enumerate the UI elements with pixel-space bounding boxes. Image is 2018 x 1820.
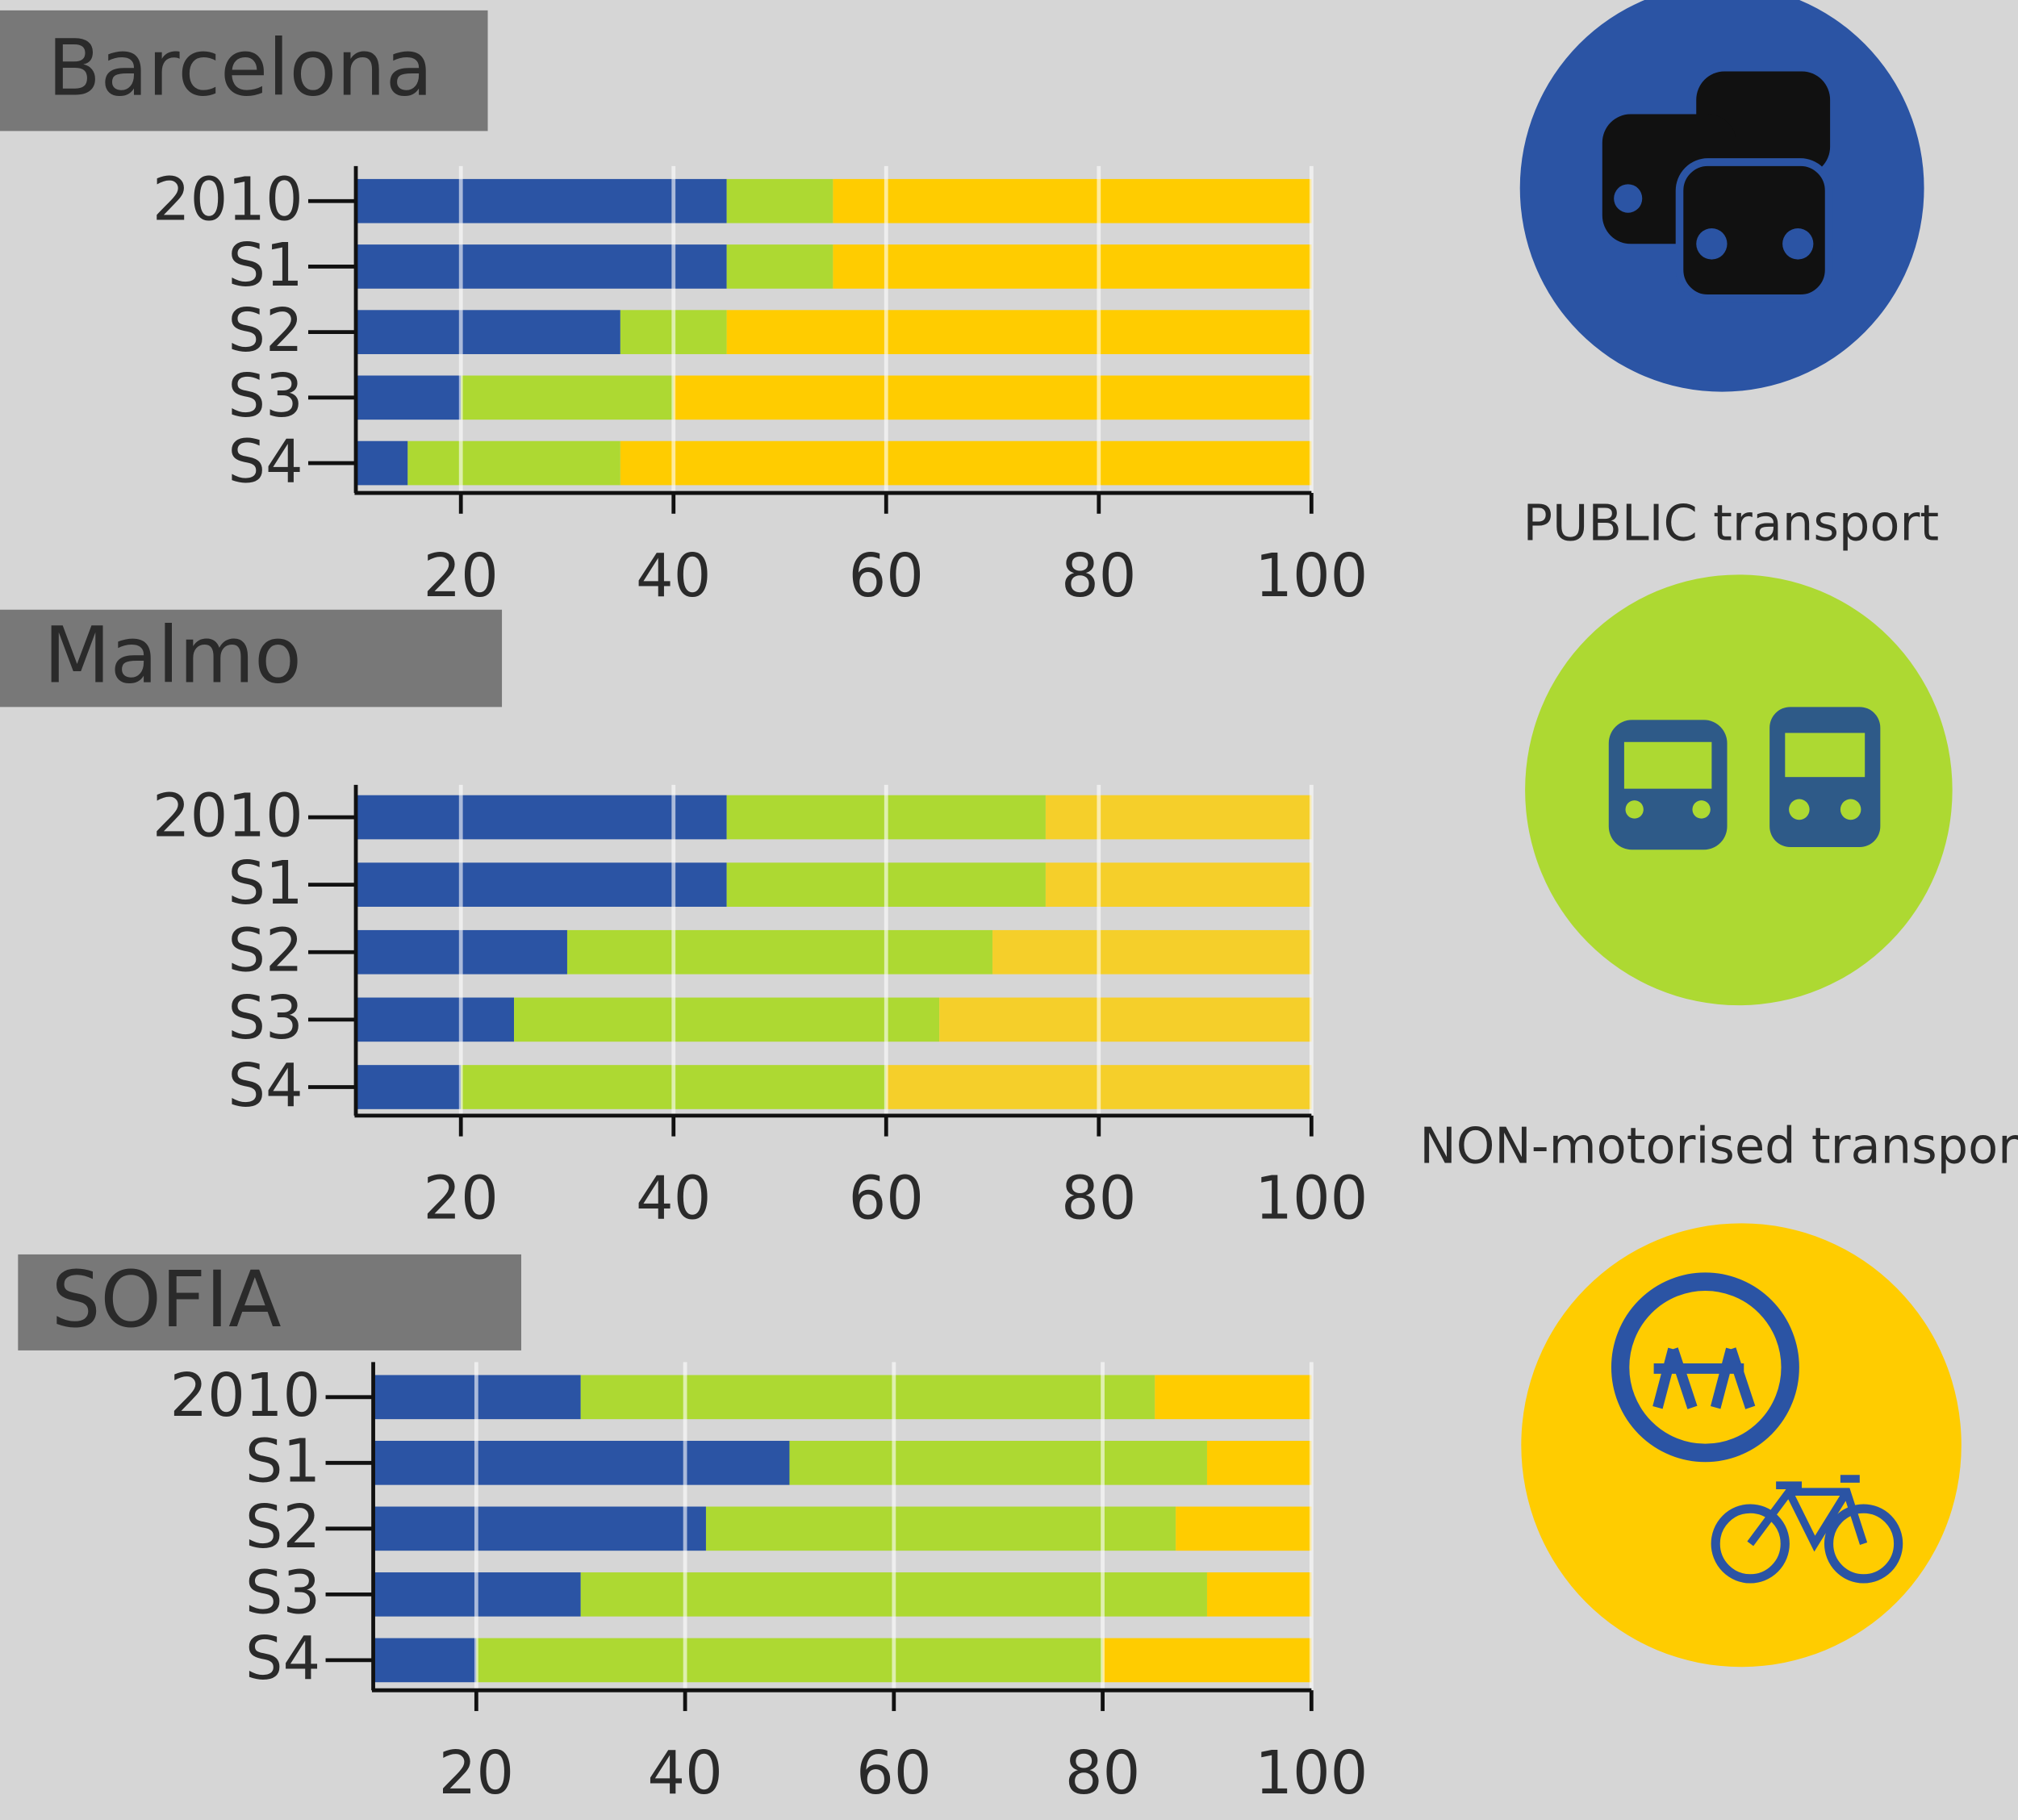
bar-segment bbox=[1102, 1638, 1312, 1683]
bar-segment bbox=[371, 1506, 706, 1551]
bar-segment bbox=[354, 440, 408, 486]
bar-segment bbox=[1206, 1572, 1312, 1617]
y-tick-label: S4 bbox=[228, 428, 303, 496]
bar-segment bbox=[354, 310, 620, 354]
x-tick-label: 100 bbox=[1255, 542, 1368, 611]
y-tick-label: S1 bbox=[228, 231, 303, 299]
y-tick-label: 2010 bbox=[152, 782, 303, 850]
chart-title: Barcelona bbox=[48, 23, 432, 113]
public-transport-icon bbox=[1525, 574, 1953, 1006]
bar-segment bbox=[620, 440, 1312, 486]
bar-segment bbox=[354, 178, 727, 223]
chart-title: SOFIA bbox=[52, 1254, 282, 1345]
bar-segment bbox=[1176, 1506, 1312, 1551]
y-tick-label: 2010 bbox=[152, 165, 303, 234]
title-box bbox=[0, 609, 503, 708]
bar-segment bbox=[726, 244, 834, 289]
y-tick-label: S2 bbox=[228, 297, 303, 365]
bar-segment bbox=[354, 862, 727, 907]
bar-segment bbox=[476, 1638, 1103, 1683]
bar-segment bbox=[580, 1375, 1155, 1420]
y-tick-label: S2 bbox=[228, 916, 303, 985]
bar-segment bbox=[354, 375, 462, 420]
bar-segment bbox=[673, 375, 1312, 420]
y-tick-label: 2010 bbox=[169, 1362, 320, 1430]
x-tick-label: 80 bbox=[1061, 1164, 1136, 1233]
x-tick-label: 100 bbox=[1255, 1164, 1368, 1233]
bar-segment bbox=[992, 929, 1312, 975]
bar-segment bbox=[566, 929, 993, 975]
x-tick-label: 40 bbox=[636, 542, 711, 611]
private-transport-icon bbox=[1519, 0, 1924, 392]
bar-segment bbox=[1045, 795, 1312, 840]
y-tick-label: S3 bbox=[228, 984, 303, 1053]
bar-segment bbox=[514, 997, 940, 1042]
x-tick-label: 100 bbox=[1255, 1739, 1368, 1808]
y-tick-label: S4 bbox=[245, 1625, 320, 1693]
title-box bbox=[0, 10, 488, 131]
bar-segment bbox=[371, 1440, 790, 1485]
x-tick-label: 60 bbox=[849, 542, 924, 611]
x-tick-label: 80 bbox=[1061, 542, 1136, 611]
bar-segment bbox=[833, 244, 1312, 289]
bar-segment bbox=[371, 1638, 477, 1683]
y-tick-label: S3 bbox=[228, 362, 303, 431]
non-motorised-icon bbox=[1521, 1223, 1962, 1668]
x-tick-label: 40 bbox=[636, 1164, 711, 1233]
x-tick-label: 40 bbox=[647, 1739, 722, 1808]
y-tick-label: S1 bbox=[245, 1427, 320, 1496]
bar-segment bbox=[1045, 862, 1312, 907]
bar-segment bbox=[705, 1506, 1176, 1551]
bar-segment bbox=[833, 178, 1312, 223]
x-tick-label: 60 bbox=[849, 1164, 924, 1233]
bar-segment bbox=[789, 1440, 1207, 1485]
x-tick-label: 20 bbox=[424, 542, 499, 611]
bar-segment bbox=[354, 997, 515, 1042]
x-tick-label: 20 bbox=[439, 1739, 514, 1808]
bar-segment bbox=[354, 244, 727, 289]
bar-segment bbox=[407, 440, 620, 486]
bar-segment bbox=[354, 1065, 462, 1109]
bar-segment bbox=[726, 310, 1312, 354]
x-tick-label: 60 bbox=[856, 1739, 931, 1808]
bar-segment bbox=[354, 795, 727, 840]
y-tick-label: S3 bbox=[245, 1559, 320, 1627]
bar-segment bbox=[1155, 1375, 1312, 1420]
x-tick-label: 80 bbox=[1065, 1739, 1140, 1808]
legend-label: NON-motorised transport bbox=[1419, 1118, 2018, 1175]
y-tick-label: S2 bbox=[245, 1493, 320, 1562]
bar-segment bbox=[1206, 1440, 1312, 1485]
legend-label: PUBLIC transport bbox=[1523, 495, 1939, 552]
title-box bbox=[18, 1254, 521, 1350]
chart-title: Malmo bbox=[44, 610, 302, 700]
y-tick-label: S1 bbox=[228, 849, 303, 918]
y-tick-label: S4 bbox=[228, 1052, 303, 1121]
bar-segment bbox=[726, 178, 834, 223]
x-tick-label: 20 bbox=[424, 1164, 499, 1233]
bar-segment bbox=[461, 375, 674, 420]
bar-segment bbox=[939, 997, 1312, 1042]
